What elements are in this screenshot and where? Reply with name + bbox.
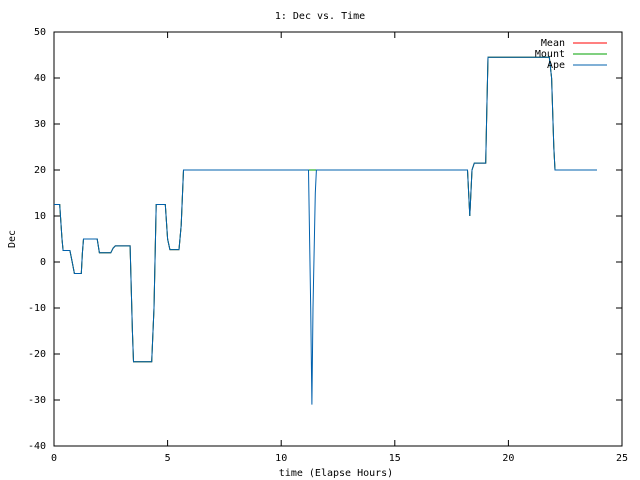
y-tick-label: 30 [34,119,46,130]
x-tick-label: 10 [275,453,287,464]
x-tick-label: 20 [502,453,514,464]
x-tick-label: 25 [616,453,628,464]
y-tick-label: -40 [28,441,46,452]
x-axis-label: time (Elapse Hours) [279,468,393,479]
y-tick-label: -20 [28,349,46,360]
plot-border [53,31,623,447]
y-tick-label: 20 [34,165,46,176]
y-tick-label: 10 [34,211,46,222]
legend-label: Mount [535,49,565,60]
y-tick-label: -10 [28,303,46,314]
y-tick-label: 40 [34,73,46,84]
data-line [54,56,597,363]
data-line [54,56,597,405]
y-tick-label: -30 [28,395,46,406]
x-tick-label: 0 [51,453,57,464]
x-tick-label: 5 [165,453,171,464]
y-tick-label: 0 [40,257,46,268]
x-tick-label: 15 [389,453,401,464]
legend-label: Ape [547,60,565,71]
data-line [54,56,597,363]
legend-label: Mean [541,38,565,49]
chart-title: 1: Dec vs. Time [275,11,365,22]
y-axis-label: Dec [7,230,18,248]
y-tick-label: 50 [34,27,46,38]
